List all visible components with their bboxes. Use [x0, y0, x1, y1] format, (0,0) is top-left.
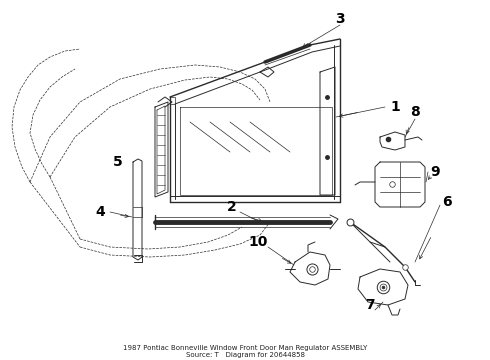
Text: 6: 6 — [442, 195, 452, 209]
Text: 9: 9 — [430, 165, 440, 179]
Text: 4: 4 — [95, 205, 105, 219]
Text: 2: 2 — [227, 200, 237, 214]
Text: 8: 8 — [410, 105, 420, 119]
Text: 10: 10 — [248, 235, 268, 249]
Text: 3: 3 — [335, 12, 345, 26]
Text: 7: 7 — [365, 298, 375, 312]
Text: 1: 1 — [390, 100, 400, 114]
Text: 1987 Pontiac Bonneville Window Front Door Man Regulator ASSEMBLY
Source: T   Dia: 1987 Pontiac Bonneville Window Front Doo… — [123, 345, 367, 358]
Text: 5: 5 — [113, 155, 123, 169]
